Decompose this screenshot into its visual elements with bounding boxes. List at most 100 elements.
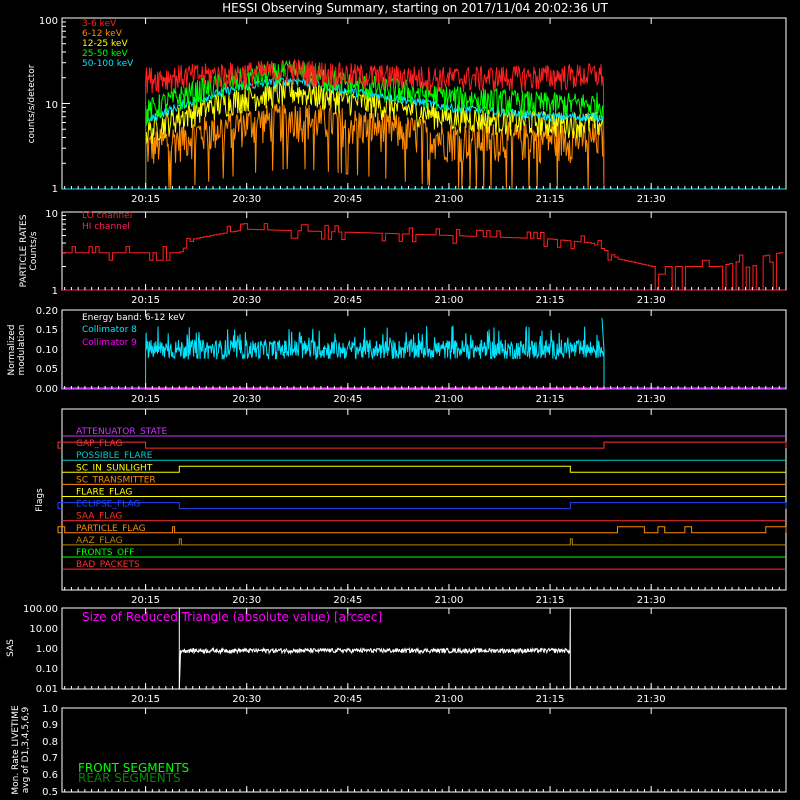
flag-label-attenuator-state: ATTENUATOR_STATE (76, 427, 168, 437)
counts-xticks: 20:15 20:30 20:45 21:00 21:15 21:30 (64, 18, 787, 205)
flag-line-eclipse-flag (57, 502, 787, 510)
legend-lo-channel: LO channel (82, 211, 132, 221)
x-tick-label: 20:30 (232, 394, 261, 405)
flag-label-particle-flag: PARTICLE_FLAG (76, 524, 146, 534)
flag-label-bad-packets: BAD_PACKETS (76, 560, 140, 570)
sas-ytick-10: 10.00 (29, 624, 58, 635)
particle-ylabel-1: PARTICLE RATES (19, 214, 29, 287)
sas-ytick-1: 1.00 (36, 644, 58, 655)
x-tick-label: 20:45 (333, 295, 362, 306)
livetime-ytick-09: 0.9 (42, 720, 58, 731)
x-tick-label: 20:15 (131, 295, 160, 306)
x-tick-label: 21:00 (435, 694, 464, 705)
particle-series-group (62, 215, 786, 291)
flag-label-saa-flag: SAA_FLAG (76, 512, 122, 522)
sas-ytick-100: 100.00 (23, 604, 58, 615)
livetime-ytick-07: 0.7 (42, 753, 58, 764)
x-tick-label: 21:30 (637, 595, 666, 606)
series-line-6-12-kev (62, 103, 786, 190)
x-tick-label: 21:15 (536, 295, 565, 306)
livetime-ylabel-1: Mon. Rate LIVETIME (11, 705, 21, 795)
particle-ylabel-2: Counts/s (29, 231, 39, 270)
series-line-12-25-kev (62, 80, 786, 190)
modulation-ytick-0: 0.00 (36, 384, 58, 395)
legend-25-50-kev: 25-50 keV (82, 49, 128, 59)
flags-panel: Flags ATTENUATOR_STATE GAP_FLAG POSSIBLE_F… (35, 408, 787, 606)
flag-label-sc-transmitter: SC_TRANSMITTER (76, 475, 156, 485)
x-tick-label: 20:15 (131, 694, 160, 705)
modulation-ytick-010: 0.10 (36, 345, 58, 356)
x-tick-label: 20:30 (232, 194, 261, 205)
flag-label-eclipse-flag: ECLIPSE_FLAG (76, 500, 140, 510)
flags-ylabel: Flags (35, 488, 45, 512)
counts-series-group (62, 17, 786, 190)
legend-collimator-8: Collimator 8 (82, 325, 137, 335)
sas-ylabel: SAS (6, 639, 16, 657)
counts-ytick-1: 1 (52, 184, 58, 195)
legend-front-segments: FRONT SEGMENTS (78, 761, 189, 775)
x-tick-label: 21:15 (536, 595, 565, 606)
flags-xticks: 20:15 20:30 20:45 21:00 21:15 21:30 (64, 409, 787, 606)
flag-label-sc-in-sunlight: SC_IN_SUNLIGHT (76, 463, 153, 473)
modulation-ytick-005: 0.05 (36, 364, 58, 375)
legend-hi-channel: HI channel (82, 222, 130, 232)
sas-panel: SAS 0.01 0.10 1.00 10.00 100.00 Size of … (6, 604, 787, 705)
flag-line-gap-flag (57, 441, 787, 449)
x-tick-label: 20:45 (333, 394, 362, 405)
livetime-ylabel-2: avg of D1,3,4,5,6,9 (21, 706, 31, 793)
modulation-panel: Normalized modulation 0.00 0.05 0.10 0.1… (7, 306, 787, 405)
x-tick-label: 20:45 (333, 194, 362, 205)
x-tick-label: 21:00 (435, 295, 464, 306)
x-tick-label: 21:30 (637, 295, 666, 306)
flag-label-gap-flag: GAP_FLAG (76, 439, 122, 449)
modulation-ytick-015: 0.15 (36, 325, 58, 336)
flags-lines-group (57, 435, 787, 570)
sas-xticks: 20:15 20:30 20:45 21:00 21:15 21:30 (64, 608, 787, 705)
particle-xticks: 20:15 20:30 20:45 21:00 21:15 21:30 (64, 212, 787, 306)
x-tick-label: 20:15 (131, 394, 160, 405)
x-tick-label: 20:30 (232, 295, 261, 306)
counts-panel: counts/s/detector 1 10 100 3-6 keV 6-12 … (27, 16, 787, 205)
modulation-ylabel-1: Normalized (7, 324, 17, 375)
x-tick-label: 21:00 (435, 194, 464, 205)
legend-energy-band: Energy band: 6-12 keV (82, 313, 186, 323)
legend-3-6-kev: 3-6 keV (82, 19, 117, 29)
sas-series-group (178, 607, 571, 690)
particle-panel: PARTICLE RATES Counts/s 1 10 LO channel … (19, 209, 787, 306)
x-tick-label: 20:15 (131, 194, 160, 205)
series-line-50-100-kev (62, 75, 786, 190)
modulation-ytick-020: 0.20 (36, 306, 58, 317)
particle-plot-frame (61, 211, 787, 291)
x-tick-label: 21:30 (637, 394, 666, 405)
x-tick-label: 21:15 (536, 694, 565, 705)
livetime-xticks (64, 708, 787, 792)
flag-line-aaz-flag (62, 538, 786, 546)
flag-label-possible-flare: POSSIBLE_FLARE (76, 451, 153, 461)
x-tick-label: 21:30 (637, 194, 666, 205)
x-tick-label: 20:30 (232, 595, 261, 606)
sas-annotation: Size of Reduced Triangle (absolute value… (82, 610, 382, 624)
x-tick-label: 21:00 (435, 595, 464, 606)
flag-label-fronts-off: FRONTS_OFF (76, 548, 134, 558)
x-tick-label: 21:00 (435, 394, 464, 405)
particle-ytick-1: 1 (52, 286, 58, 297)
series-line-reduced-triangle (178, 607, 571, 690)
flags-labels-group: ATTENUATOR_STATE GAP_FLAG POSSIBLE_FLARE SC… (76, 427, 168, 570)
livetime-panel: Mon. Rate LIVETIME avg of D1,3,4,5,6,9 0… (11, 704, 787, 798)
modulation-series-group (62, 317, 786, 390)
series-line-collimator-8 (62, 317, 786, 390)
x-tick-label: 21:30 (637, 694, 666, 705)
flag-line-particle-flag (57, 526, 787, 534)
flag-label-aaz-flag: AAZ_FLAG (76, 536, 123, 546)
livetime-ytick-08: 0.8 (42, 737, 58, 748)
legend-50-100-kev: 50-100 keV (82, 59, 134, 69)
counts-ytick-10: 10 (45, 100, 58, 111)
modulation-xticks: 20:15 20:30 20:45 21:00 21:15 21:30 (64, 310, 787, 405)
livetime-ytick-10: 1.0 (42, 704, 58, 715)
livetime-ytick-05: 0.5 (42, 787, 58, 798)
series-line-3-6-kev (62, 58, 786, 190)
flags-plot-frame (61, 408, 787, 591)
particle-ytick-10: 10 (45, 209, 58, 220)
legend-collimator-9: Collimator 9 (82, 338, 137, 348)
